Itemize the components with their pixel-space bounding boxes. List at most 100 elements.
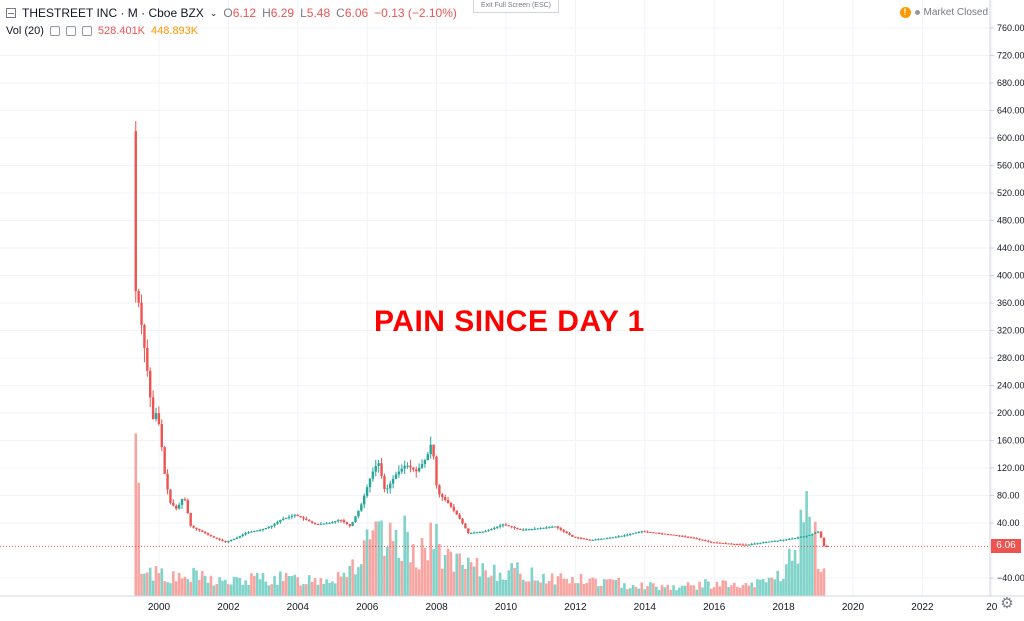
candle-body — [767, 541, 771, 543]
volume-bar — [573, 583, 577, 596]
candle-body — [608, 537, 612, 539]
candle-body — [634, 532, 638, 534]
candle-body — [446, 499, 450, 503]
candle-body — [276, 521, 279, 524]
y-tick-label: 560.00 — [997, 161, 1024, 171]
candle-body — [218, 538, 221, 540]
symbol-title[interactable]: THESTREET INC · M · Cboe BZX — [22, 6, 204, 20]
volume-bar — [782, 578, 785, 596]
candle-body — [417, 467, 421, 472]
candle-body — [698, 538, 701, 540]
candle-body — [707, 540, 710, 542]
candle-body — [406, 465, 409, 467]
candle-body — [464, 523, 467, 529]
candle-body — [571, 534, 574, 537]
volume-bar — [678, 587, 681, 596]
candle-body — [351, 522, 354, 526]
open-value: 6.12 — [232, 6, 257, 20]
candle-body — [137, 291, 140, 303]
settings-icon[interactable] — [65, 26, 76, 36]
volume-bar — [380, 520, 383, 596]
candle-body — [519, 528, 522, 530]
candle-body — [201, 530, 204, 532]
candle-body — [180, 499, 184, 505]
close-value: 6.06 — [344, 6, 369, 20]
volume-bar — [446, 548, 450, 596]
candle-body — [232, 538, 236, 541]
volume-bar — [646, 586, 649, 596]
volume-bar — [626, 589, 629, 596]
volume-bar — [591, 577, 594, 596]
x-tick-label: 2000 — [148, 602, 171, 613]
volume-bar — [322, 583, 326, 596]
candle-body — [585, 539, 589, 541]
annotation-text[interactable]: PAIN SINCE DAY 1 — [374, 305, 645, 338]
candle-body — [692, 537, 696, 539]
candle-body — [250, 531, 253, 533]
candle-body — [203, 531, 207, 534]
volume-bar — [241, 584, 245, 596]
volume-bar — [134, 433, 138, 596]
volume-bar — [279, 571, 282, 596]
chevron-down-icon[interactable]: ⌄ — [209, 7, 218, 18]
candle-body — [467, 528, 470, 534]
warning-icon[interactable]: ! — [899, 7, 911, 18]
volume-bar — [154, 566, 158, 596]
y-tick-label: −40.00 — [997, 573, 1024, 583]
candle-body — [513, 527, 516, 529]
volume-label[interactable]: Vol (20) — [6, 25, 44, 37]
x-tick-label: 2006 — [356, 602, 379, 613]
volume-bar — [796, 563, 800, 596]
candle-body — [779, 540, 782, 542]
eye-icon[interactable] — [49, 26, 60, 36]
candle-body — [212, 536, 216, 538]
candle-body — [568, 533, 571, 535]
candle-body — [412, 467, 415, 470]
volume-bar — [215, 584, 219, 596]
candle-body — [640, 531, 643, 533]
candle-body — [695, 538, 698, 540]
gear-icon[interactable]: ⚙ — [1000, 595, 1014, 612]
collapse-legend-icon[interactable] — [6, 8, 16, 18]
volume-bar — [206, 582, 210, 596]
close-icon[interactable] — [81, 26, 92, 36]
candle-body — [588, 539, 591, 541]
volume-bar — [663, 587, 667, 596]
volume-bar — [484, 570, 487, 596]
volume-bar — [420, 538, 424, 596]
candle-body — [530, 528, 534, 530]
volume-bar — [701, 587, 704, 596]
candle-body — [438, 485, 441, 495]
volume-bar — [371, 530, 375, 596]
candle-body — [472, 532, 476, 534]
volume-bar — [597, 586, 600, 596]
y-tick-label: 360.00 — [997, 298, 1024, 308]
candle-body — [461, 518, 464, 524]
candle-body — [507, 525, 510, 527]
candle-body — [805, 535, 808, 537]
volume-bar — [449, 551, 453, 596]
volume-bar — [203, 575, 207, 596]
volume-bar — [299, 585, 302, 596]
y-tick-label: 720.00 — [997, 51, 1024, 61]
candle-body — [415, 469, 418, 472]
volume-bar — [143, 573, 146, 596]
volume-bar — [305, 584, 308, 596]
candle-body — [177, 504, 181, 509]
volume-bar — [802, 522, 806, 596]
volume-bar — [163, 581, 166, 596]
volume-bar — [198, 579, 201, 596]
candle-body — [305, 518, 308, 521]
volume-value: 528.401K — [97, 25, 146, 37]
volume-bar — [756, 579, 759, 596]
exit-fullscreen-button[interactable]: Exit Full Screen (ESC) — [473, 0, 559, 13]
volume-bar — [533, 580, 537, 596]
candle-body — [423, 460, 427, 464]
volume-bar — [724, 580, 727, 596]
candle-body — [449, 502, 453, 507]
volume-bar — [524, 581, 528, 596]
volume-bar — [805, 491, 808, 596]
volume-bar — [487, 577, 490, 596]
